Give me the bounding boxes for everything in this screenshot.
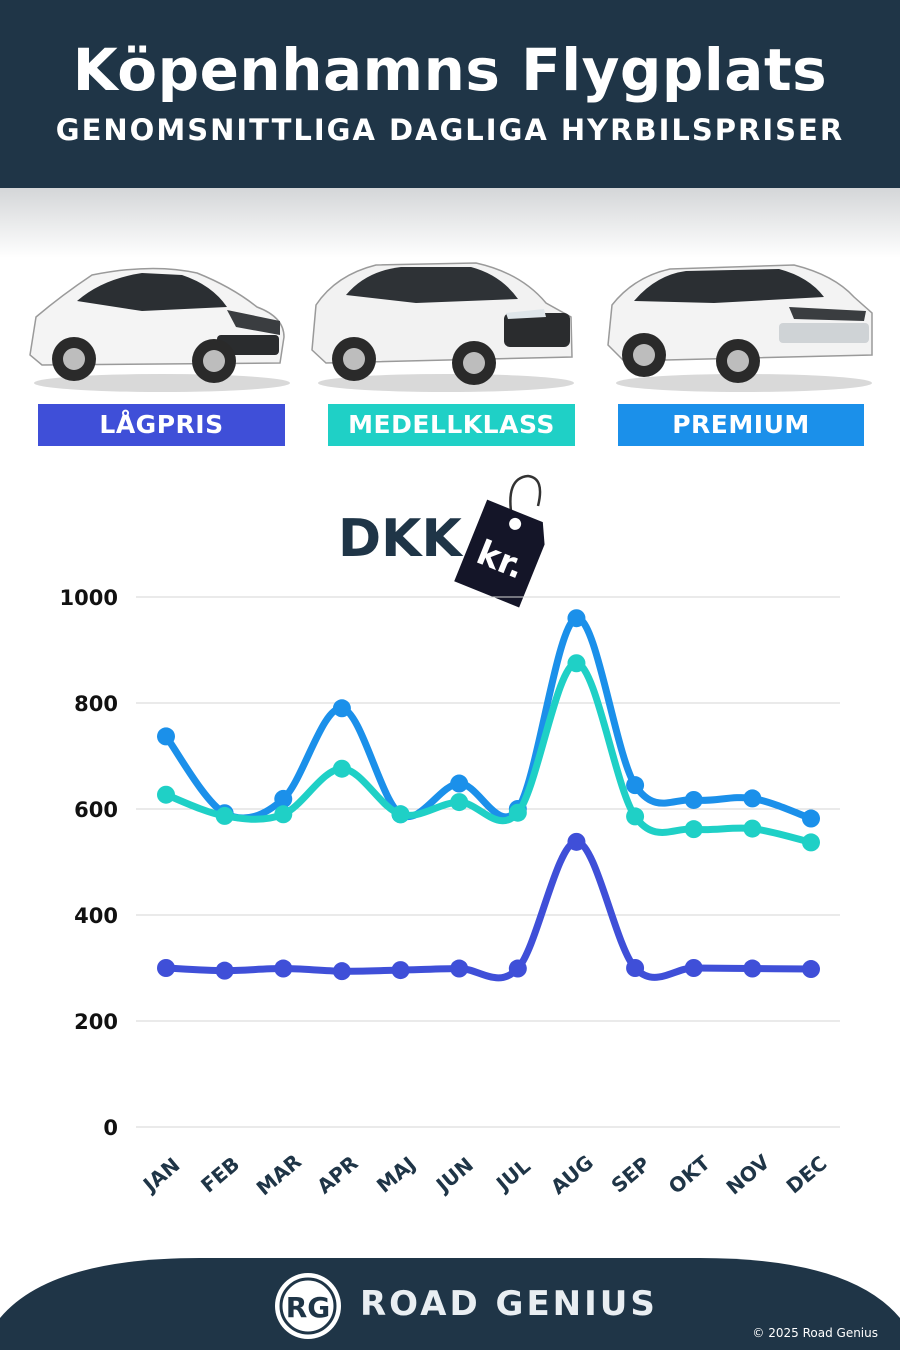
data-point-0-7 bbox=[567, 609, 586, 628]
series-line-1 bbox=[162, 659, 815, 846]
data-point-2-10 bbox=[743, 959, 762, 978]
data-point-2-11 bbox=[802, 960, 820, 979]
data-point-0-9 bbox=[684, 790, 703, 809]
x-tick-label: JAN bbox=[137, 1153, 184, 1198]
data-point-2-4 bbox=[391, 961, 410, 980]
page-subtitle: GENOMSNITTLIGA DAGLIGA HYRBILSPRISER bbox=[55, 113, 845, 147]
data-point-1-3 bbox=[332, 759, 351, 778]
data-point-1-7 bbox=[567, 654, 586, 673]
y-tick-label: 800 bbox=[74, 692, 118, 716]
data-point-1-2 bbox=[274, 805, 293, 824]
data-point-2-1 bbox=[215, 961, 234, 980]
data-point-0-5 bbox=[450, 774, 469, 793]
midsize-suv-icon bbox=[311, 262, 574, 392]
data-point-2-8 bbox=[626, 959, 645, 977]
x-tick-label: MAJ bbox=[372, 1152, 420, 1198]
y-tick-label: 200 bbox=[74, 1010, 118, 1034]
data-point-1-11 bbox=[802, 833, 820, 852]
data-point-1-5 bbox=[450, 793, 469, 812]
data-point-1-8 bbox=[626, 807, 645, 826]
price-tag-icon: kr. bbox=[454, 499, 545, 608]
y-tick-label: 600 bbox=[74, 798, 118, 822]
data-point-2-0 bbox=[157, 959, 175, 977]
category-badge-premium: PREMIUM bbox=[618, 404, 864, 446]
y-tick-label: 1000 bbox=[60, 586, 118, 610]
x-tick-label: NOV bbox=[722, 1149, 775, 1199]
x-tick-label: MAR bbox=[252, 1149, 306, 1200]
x-tick-label: AUG bbox=[546, 1150, 598, 1199]
x-tick-label: SEP bbox=[607, 1152, 655, 1198]
currency-label: DKK bbox=[338, 509, 463, 569]
data-point-1-1 bbox=[215, 806, 234, 825]
data-point-2-7 bbox=[567, 832, 586, 851]
y-tick-label: 400 bbox=[74, 904, 118, 928]
economy-car-icon bbox=[29, 267, 290, 392]
footer-band bbox=[0, 1258, 900, 1350]
header-shadow bbox=[0, 188, 900, 258]
data-point-2-5 bbox=[450, 959, 469, 978]
tag-string bbox=[509, 474, 542, 519]
x-tick-label: FEB bbox=[196, 1152, 244, 1198]
data-point-1-9 bbox=[684, 820, 703, 839]
x-tick-label: OKT bbox=[664, 1150, 715, 1198]
page-title: Köpenhamns Flygplats bbox=[72, 36, 828, 104]
data-point-1-0 bbox=[157, 785, 175, 804]
x-tick-label: JUN bbox=[430, 1152, 478, 1198]
currency-indicator: DKK kr. bbox=[338, 474, 545, 608]
data-point-0-8 bbox=[626, 776, 645, 795]
y-tick-label: 0 bbox=[103, 1116, 118, 1140]
category-badge-economy: LÅGPRIS bbox=[38, 404, 285, 446]
data-point-0-11 bbox=[802, 809, 820, 828]
x-tick-label: DEC bbox=[782, 1151, 832, 1198]
data-point-0-0 bbox=[157, 727, 175, 746]
premium-suv-icon bbox=[607, 264, 873, 392]
data-point-1-6 bbox=[508, 803, 527, 822]
data-point-2-9 bbox=[684, 959, 703, 977]
series-line-2 bbox=[162, 838, 815, 982]
copyright: © 2025 Road Genius bbox=[752, 1326, 878, 1340]
data-point-2-6 bbox=[508, 959, 527, 978]
line-chart: 0 200 400 600 800 1000 JAN FEB MAR APR MAJ JUN JUL AU… bbox=[60, 586, 840, 1200]
brand-name: ROAD GENIUS bbox=[360, 1284, 658, 1324]
road-genius-logo-icon: RG bbox=[275, 1273, 341, 1339]
data-point-1-10 bbox=[743, 819, 762, 838]
data-point-0-3 bbox=[332, 699, 351, 718]
logo-monogram: RG bbox=[286, 1291, 331, 1324]
category-badge-midsize: MEDELLKLASS bbox=[328, 404, 575, 446]
data-point-0-2 bbox=[274, 789, 293, 808]
series-line-0 bbox=[162, 614, 815, 823]
data-point-2-3 bbox=[332, 962, 351, 981]
data-point-1-4 bbox=[391, 805, 410, 824]
data-point-0-10 bbox=[743, 789, 762, 808]
header: Köpenhamns Flygplats GENOMSNITTLIGA DAGL… bbox=[0, 0, 900, 188]
x-tick-label: APR bbox=[312, 1151, 362, 1199]
x-tick-label: JUL bbox=[490, 1154, 535, 1197]
data-point-2-2 bbox=[274, 959, 293, 978]
